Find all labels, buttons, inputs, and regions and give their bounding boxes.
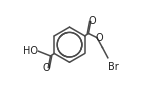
Text: O: O <box>43 63 50 73</box>
Text: Br: Br <box>108 62 119 72</box>
Text: O: O <box>95 33 103 43</box>
Text: HO: HO <box>23 46 38 56</box>
Text: O: O <box>88 16 96 26</box>
